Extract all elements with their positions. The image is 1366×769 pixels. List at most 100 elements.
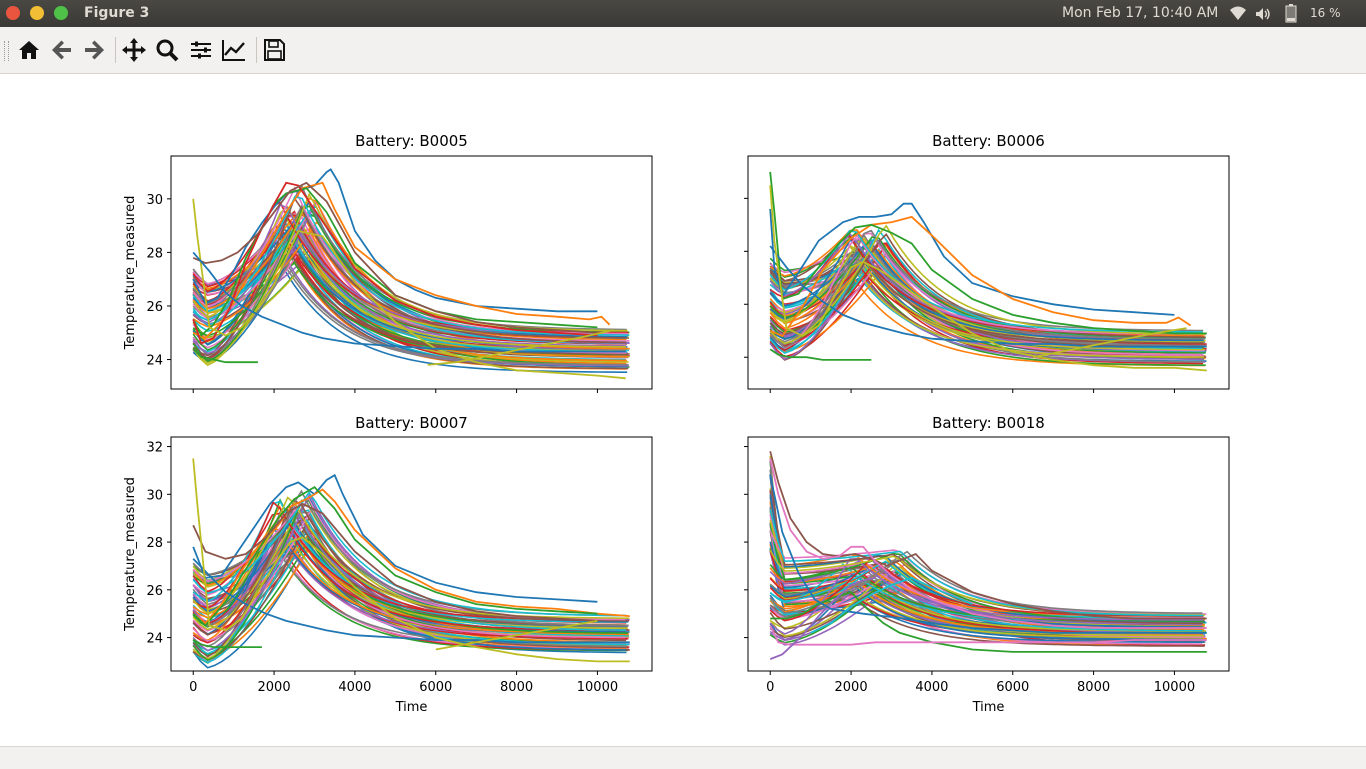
x-tick-label: 0 [189, 680, 197, 695]
x-tick-label: 6000 [419, 680, 452, 695]
subplot-title: Battery: B0005 [355, 132, 468, 150]
y-axis-label: Temperature_measured [123, 477, 138, 632]
edit-axis-icon [222, 40, 245, 61]
cycle-line [192, 639, 262, 648]
cycle-line [435, 620, 598, 651]
wifi-icon [1230, 6, 1246, 20]
x-tick-label: 2000 [258, 680, 291, 695]
cycle-line [769, 475, 1207, 634]
cycle-line [427, 329, 614, 366]
y-tick-label: 26 [146, 584, 163, 599]
cycle-line [769, 348, 872, 361]
y-axis-label: Temperature_measured [123, 196, 138, 351]
cycle-line [192, 181, 611, 340]
y-tick-label: 26 [146, 300, 163, 315]
x-tick-label: 6000 [996, 680, 1029, 695]
cycle-line [769, 171, 1207, 335]
status-bar [0, 746, 1366, 769]
cycle-line [192, 181, 598, 334]
y-tick-label: 28 [146, 246, 163, 261]
configure-subplots-button[interactable] [186, 35, 216, 65]
back-button[interactable] [47, 35, 77, 65]
edit-axis-button[interactable] [219, 35, 249, 65]
back-arrow-icon [52, 40, 71, 60]
cycle-line [192, 348, 258, 364]
subplot-b0006[interactable]: Battery: B0006 [744, 132, 1230, 393]
cycle-line [192, 458, 630, 663]
cycle-line [192, 545, 627, 669]
x-tick-label: 4000 [915, 680, 948, 695]
cycle-line [769, 237, 1205, 343]
x-tick-label: 10000 [1154, 680, 1195, 695]
cycle-line [192, 195, 630, 336]
toolbar-grip[interactable] [4, 41, 9, 61]
axes-frame [747, 436, 1230, 672]
cycle-line [769, 202, 1175, 316]
cycle-line [769, 245, 1207, 348]
axes-frame [170, 155, 653, 390]
x-tick-label: 8000 [1077, 680, 1110, 695]
subplot-b0005[interactable]: 24 26 28 30 Battery: B0005 Temperature_meas… [123, 132, 653, 393]
home-icon [19, 41, 39, 59]
cycle-line [769, 568, 1203, 632]
cycle-line [192, 473, 598, 603]
x-axis-label: Time [395, 700, 428, 715]
cycle-line [769, 458, 1207, 629]
subplot-title: Battery: B0007 [355, 414, 468, 432]
cycle-line [769, 625, 1207, 646]
minimize-window-button[interactable] [30, 6, 44, 20]
x-tick-label: 4000 [338, 680, 371, 695]
x-tick-label: 2000 [835, 680, 868, 695]
subplot-b0007[interactable]: 0 2000 4000 6000 8000 10000 24 26 28 30 32 Battery… [123, 414, 653, 715]
cycle-line [769, 509, 1204, 617]
axes-frame [170, 436, 653, 672]
save-button[interactable] [259, 35, 289, 65]
battery-icon [1285, 4, 1297, 23]
forward-arrow-icon [85, 40, 104, 60]
cycle-line [192, 485, 598, 627]
cycle-line [769, 239, 1204, 342]
cycle-line [192, 558, 630, 644]
configure-subplots-icon [191, 41, 211, 59]
cycle-line [770, 591, 1207, 653]
cycle-line [769, 557, 1203, 635]
cycle-line [192, 181, 598, 345]
pan-icon [122, 38, 146, 62]
y-tick-label: 24 [146, 354, 163, 369]
clock[interactable]: Mon Feb 17, 10:40 AM [1062, 5, 1219, 21]
cycle-line [192, 511, 628, 629]
maximize-window-button[interactable] [54, 6, 68, 20]
y-tick-label: 30 [146, 488, 163, 503]
y-tick-label: 28 [146, 536, 163, 551]
subplot-b0018[interactable]: 0 2000 4000 6000 8000 10000 Battery: B0018 Ti… [744, 414, 1230, 715]
window-title: Figure 3 [84, 5, 150, 21]
cycle-line [192, 488, 630, 625]
top-bar: Figure 3 Mon Feb 17, 10:40 AM 16 % [0, 0, 1366, 27]
figure-canvas[interactable]: 24 26 28 30 Battery: B0005 Temperature_meas… [0, 74, 1366, 746]
cycle-line [769, 185, 1207, 372]
subplot-title: Battery: B0006 [932, 132, 1045, 150]
x-axis-label: Time [972, 700, 1005, 715]
battery-percentage: 16 % [1310, 6, 1341, 20]
forward-button[interactable] [79, 35, 109, 65]
x-tick-label: 10000 [577, 680, 618, 695]
cycle-line [769, 229, 1204, 349]
cycle-line [192, 196, 627, 359]
cycle-line [192, 251, 626, 353]
y-tick-label: 24 [146, 632, 163, 647]
cycle-line [769, 224, 1206, 345]
cycle-line [769, 451, 1207, 620]
x-tick-label: 8000 [500, 680, 533, 695]
system-tray[interactable] [1228, 3, 1308, 25]
cycle-line [192, 496, 630, 619]
cycle-line [192, 502, 598, 622]
close-window-button[interactable] [6, 6, 20, 20]
cycle-line [810, 576, 973, 634]
cycle-line [769, 215, 1192, 338]
home-button[interactable] [14, 35, 44, 65]
toolbar [0, 27, 1366, 74]
zoom-button[interactable] [152, 35, 182, 65]
cycle-line [769, 272, 1204, 365]
pan-button[interactable] [119, 35, 149, 65]
cycle-line [192, 168, 598, 313]
